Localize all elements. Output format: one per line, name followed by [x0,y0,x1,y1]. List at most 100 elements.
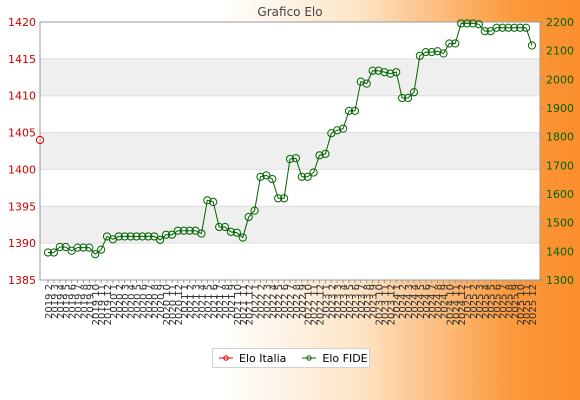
x-tick-label: 2024 6 [422,284,433,319]
data-point-elo-fide[interactable] [179,226,188,235]
data-point-elo-fide[interactable] [114,232,123,241]
x-tick-label: 2021 3 [192,284,203,319]
data-point-elo-fide[interactable] [386,69,395,78]
data-point-elo-fide[interactable] [409,88,419,97]
legend-item-elo-italia[interactable]: Elo Italia [219,352,286,365]
data-point-elo-fide[interactable] [209,197,218,207]
x-tick-label: 2023 4 [339,284,350,319]
data-point-elo-fide[interactable] [421,48,430,57]
data-point-elo-fide[interactable] [480,27,489,36]
data-point-elo-fide[interactable] [368,66,377,75]
data-point-elo-fide[interactable] [403,93,413,103]
data-point-elo-fide[interactable] [250,206,259,215]
data-point-elo-fide[interactable] [510,23,519,32]
data-point-elo-fide[interactable] [132,232,141,241]
data-point-elo-fide[interactable] [433,47,442,56]
data-point-elo-fide[interactable] [220,222,230,232]
legend-item-elo-fide[interactable]: Elo FIDE [302,352,368,365]
data-point-elo-fide[interactable] [226,227,236,236]
data-point-elo-fide[interactable] [344,106,354,115]
data-point-elo-fide[interactable] [43,248,53,257]
data-point-elo-fide[interactable] [238,233,247,242]
data-point-elo-fide[interactable] [97,245,106,254]
data-point-elo-fide[interactable] [527,41,537,50]
data-point-elo-fide[interactable] [232,228,241,237]
data-point-elo-fide[interactable] [457,19,466,28]
data-point-elo-fide[interactable] [374,66,383,75]
data-point-elo-fide[interactable] [215,222,224,232]
x-tick-label: 2025 8 [504,284,515,319]
data-point-elo-fide[interactable] [120,232,129,241]
x-tick-label: 2019 5 [62,284,73,319]
data-point-elo-fide[interactable] [427,48,436,57]
data-point-elo-fide[interactable] [521,23,531,32]
data-point-elo-fide[interactable] [315,151,324,160]
data-point-elo-fide[interactable] [303,172,312,181]
x-tick-label: 2020 2 [115,284,126,319]
data-point-elo-fide[interactable] [185,226,194,235]
data-point-elo-fide[interactable] [150,232,159,241]
data-point-elo-fide[interactable] [321,149,330,158]
data-point-elo-fide[interactable] [203,196,212,205]
data-point-elo-fide[interactable] [309,168,318,177]
data-point-elo-fide[interactable] [173,226,182,235]
data-point-elo-fide[interactable] [73,243,82,252]
data-point-elo-fide[interactable] [85,243,94,252]
plot-background [40,22,540,280]
data-point-elo-fide[interactable] [49,248,59,257]
data-point-elo-fide[interactable] [126,232,135,241]
data-point-elo-fide[interactable] [256,172,265,181]
data-point-elo-fide[interactable] [392,68,401,77]
data-point-elo-fide[interactable] [138,232,147,241]
data-point-elo-fide[interactable] [362,79,371,88]
data-point-elo-fide[interactable] [516,23,525,32]
data-point-elo-fide[interactable] [61,242,70,252]
data-point-elo-fide[interactable] [462,19,472,28]
data-point-elo-fide[interactable] [486,27,495,36]
data-point-elo-fide[interactable] [468,19,478,28]
data-point-elo-fide[interactable] [398,93,407,103]
data-point-elo-fide[interactable] [380,68,389,77]
data-point-elo-fide[interactable] [268,174,277,184]
data-point-elo-fide[interactable] [197,229,206,238]
x-tick-label: 2023 8 [363,284,374,319]
data-point-elo-fide[interactable] [445,39,454,48]
data-point-elo-fide[interactable] [156,235,165,244]
data-point-elo-fide[interactable] [356,77,365,86]
data-point-elo-fide[interactable] [55,242,64,252]
data-point-elo-fide[interactable] [415,51,424,60]
data-point-elo-fide[interactable] [285,154,295,164]
data-point-elo-fide[interactable] [350,106,360,115]
data-point-elo-fide[interactable] [498,23,507,32]
data-point-elo-fide[interactable] [279,194,289,203]
data-point-elo-fide[interactable] [474,20,483,29]
data-point-elo-fide[interactable] [504,23,513,32]
x-tick-label: 2020 12 [174,284,185,325]
data-point-elo-fide[interactable] [161,230,171,239]
data-point-elo-fide[interactable] [144,232,153,241]
right-tick-label: 1400 [546,245,574,258]
data-point-elo-fide[interactable] [244,212,253,222]
data-point-elo-fide[interactable] [167,230,177,239]
left-tick-label: 1415 [8,53,36,66]
data-point-elo-fide[interactable] [262,171,271,180]
data-point-elo-fide[interactable] [297,172,306,181]
x-tick-label: 2025 9 [510,284,521,319]
data-point-elo-fide[interactable] [91,250,100,259]
x-tick-label: 2023 7 [357,284,368,319]
legend: Elo Italia Elo FIDE [212,348,370,368]
data-point-elo-italia[interactable] [35,135,45,145]
data-point-elo-fide[interactable] [339,124,348,133]
data-point-elo-fide[interactable] [79,243,88,252]
data-point-elo-fide[interactable] [333,126,342,135]
data-point-elo-fide[interactable] [274,194,283,203]
grid-band [40,132,540,170]
data-point-elo-fide[interactable] [492,23,501,32]
x-tick-label: 2021 6 [209,284,220,319]
left-tick-label: 1400 [8,163,36,176]
data-point-elo-fide[interactable] [291,154,301,163]
x-tick-label: 2025 7 [498,284,509,319]
data-point-elo-fide[interactable] [451,39,460,48]
data-point-elo-fide[interactable] [439,49,448,58]
